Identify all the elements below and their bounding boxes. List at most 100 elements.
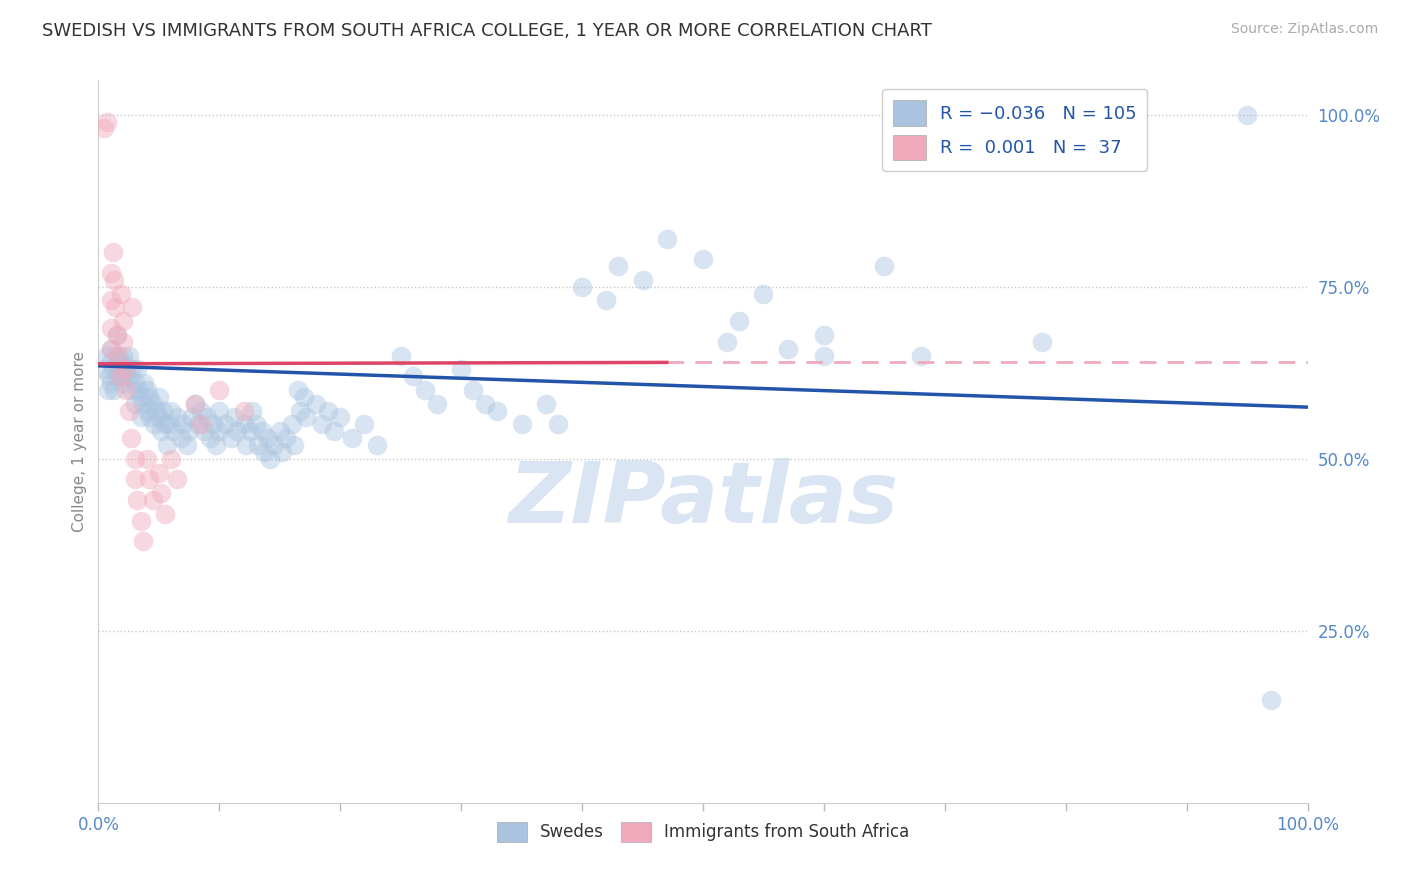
Point bbox=[124, 376, 146, 390]
Point bbox=[100, 355, 122, 369]
Point bbox=[193, 424, 215, 438]
Point bbox=[110, 286, 132, 301]
Point bbox=[198, 431, 221, 445]
Text: SWEDISH VS IMMIGRANTS FROM SOUTH AFRICA COLLEGE, 1 YEAR OR MORE CORRELATION CHAR: SWEDISH VS IMMIGRANTS FROM SOUTH AFRICA … bbox=[42, 22, 932, 40]
Point bbox=[100, 376, 122, 390]
Point bbox=[160, 403, 183, 417]
Point bbox=[463, 383, 485, 397]
Point bbox=[283, 438, 305, 452]
Point bbox=[93, 121, 115, 136]
Point bbox=[132, 397, 155, 411]
Point bbox=[111, 355, 134, 369]
Point bbox=[873, 259, 896, 273]
Point bbox=[208, 403, 231, 417]
Point bbox=[287, 383, 309, 397]
Point bbox=[103, 273, 125, 287]
Point bbox=[413, 383, 436, 397]
Point bbox=[121, 301, 143, 315]
Point bbox=[813, 327, 835, 342]
Point bbox=[366, 438, 388, 452]
Point bbox=[156, 438, 179, 452]
Point bbox=[195, 410, 218, 425]
Point bbox=[728, 314, 751, 328]
Point bbox=[153, 417, 176, 432]
Point bbox=[115, 369, 138, 384]
Point bbox=[100, 293, 122, 308]
Point bbox=[162, 424, 184, 438]
Point bbox=[342, 431, 364, 445]
Point bbox=[250, 424, 273, 438]
Point bbox=[100, 342, 122, 356]
Point bbox=[184, 397, 207, 411]
Point bbox=[595, 293, 617, 308]
Point bbox=[450, 362, 472, 376]
Point bbox=[108, 362, 131, 376]
Point bbox=[150, 486, 173, 500]
Point bbox=[101, 362, 124, 376]
Point bbox=[190, 403, 212, 417]
Point bbox=[139, 410, 162, 425]
Point bbox=[281, 417, 304, 432]
Point bbox=[105, 349, 128, 363]
Point bbox=[204, 438, 226, 452]
Point bbox=[269, 424, 291, 438]
Point bbox=[143, 417, 166, 432]
Point bbox=[145, 403, 167, 417]
Point bbox=[138, 472, 160, 486]
Point bbox=[271, 445, 294, 459]
Point bbox=[547, 417, 569, 432]
Point bbox=[172, 417, 194, 432]
Point bbox=[187, 417, 209, 432]
Point bbox=[111, 349, 134, 363]
Point bbox=[752, 286, 775, 301]
Point bbox=[571, 279, 593, 293]
Point bbox=[214, 417, 236, 432]
Point bbox=[290, 403, 312, 417]
Point bbox=[179, 424, 201, 438]
Point bbox=[180, 410, 202, 425]
Point bbox=[311, 417, 333, 432]
Point bbox=[239, 424, 262, 438]
Point bbox=[148, 466, 170, 480]
Point bbox=[474, 397, 496, 411]
Point bbox=[93, 362, 115, 376]
Point bbox=[169, 431, 191, 445]
Point bbox=[160, 451, 183, 466]
Point bbox=[104, 301, 127, 315]
Point bbox=[166, 472, 188, 486]
Point bbox=[124, 397, 146, 411]
Point bbox=[208, 424, 231, 438]
Point bbox=[1236, 108, 1258, 122]
Point bbox=[607, 259, 630, 273]
Point bbox=[316, 403, 339, 417]
Y-axis label: College, 1 year or more: College, 1 year or more bbox=[72, 351, 87, 532]
Point bbox=[135, 451, 157, 466]
Point bbox=[295, 410, 318, 425]
Point bbox=[124, 472, 146, 486]
Point bbox=[152, 403, 174, 417]
Point bbox=[100, 342, 122, 356]
Point bbox=[97, 383, 120, 397]
Point bbox=[127, 383, 149, 397]
Point bbox=[111, 334, 134, 349]
Point bbox=[655, 231, 678, 245]
Point bbox=[534, 397, 557, 411]
Point bbox=[166, 410, 188, 425]
Point bbox=[259, 451, 281, 466]
Point bbox=[226, 424, 249, 438]
Point bbox=[232, 417, 254, 432]
Point bbox=[108, 369, 131, 384]
Point bbox=[96, 114, 118, 128]
Point bbox=[142, 397, 165, 411]
Point bbox=[135, 403, 157, 417]
Point bbox=[100, 321, 122, 335]
Point bbox=[105, 327, 128, 342]
Point bbox=[263, 438, 285, 452]
Point bbox=[222, 410, 245, 425]
Point bbox=[153, 507, 176, 521]
Point bbox=[111, 314, 134, 328]
Point bbox=[120, 431, 142, 445]
Point bbox=[274, 431, 297, 445]
Point bbox=[910, 349, 932, 363]
Point bbox=[247, 438, 270, 452]
